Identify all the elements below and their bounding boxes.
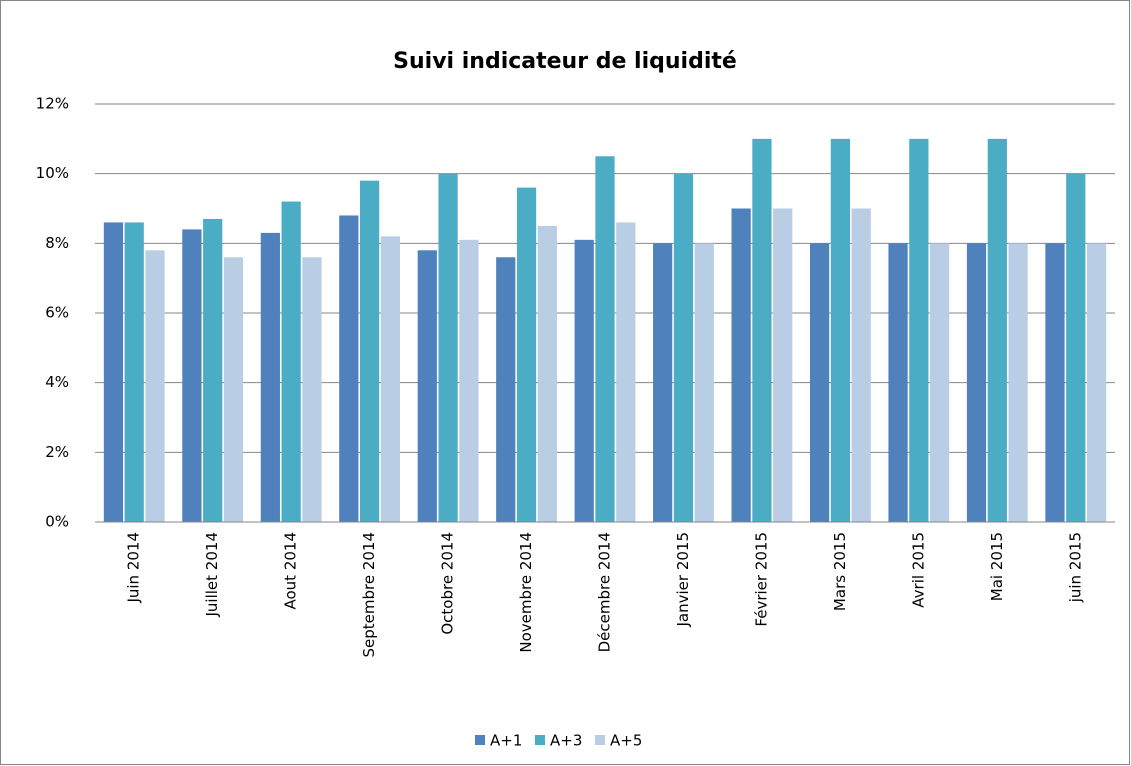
bar <box>360 180 380 522</box>
legend-swatch <box>535 735 545 745</box>
y-tick-label: 8% <box>45 234 69 252</box>
bar <box>773 208 793 522</box>
y-tick-label: 6% <box>45 304 69 322</box>
bar <box>1066 173 1086 522</box>
x-tick-label: juin 2015 <box>1066 532 1084 603</box>
bar <box>830 138 850 523</box>
bar <box>616 222 636 522</box>
y-tick-label: 4% <box>45 373 69 391</box>
legend-label: A+5 <box>610 732 642 750</box>
bar <box>574 239 594 522</box>
x-tick-label: Septembre 2014 <box>360 532 378 658</box>
bar <box>260 232 280 522</box>
bar <box>909 138 929 523</box>
bar <box>182 229 202 522</box>
bar <box>1086 243 1107 523</box>
y-tick-label: 12% <box>36 95 69 113</box>
x-tick-label: Novembre 2014 <box>517 532 535 653</box>
x-tick-label: Juin 2014 <box>125 532 143 604</box>
bar <box>145 250 165 523</box>
chart-title: Suivi indicateur de liquidité <box>393 49 737 74</box>
bar <box>438 173 458 522</box>
bar <box>930 243 950 523</box>
bar <box>496 257 516 522</box>
y-tick-label: 0% <box>45 513 69 531</box>
bar <box>516 187 537 522</box>
x-tick-label: Avril 2015 <box>909 532 927 608</box>
x-tick-label: Juillet 2014 <box>203 532 221 618</box>
bar <box>595 156 615 522</box>
bar <box>694 243 714 523</box>
bar <box>1045 243 1065 523</box>
legend-label: A+3 <box>550 732 582 750</box>
bar <box>1008 243 1028 523</box>
bar <box>966 243 987 523</box>
bar <box>380 236 401 522</box>
bar <box>809 243 830 523</box>
bar <box>731 208 751 522</box>
bar <box>752 138 772 523</box>
x-tick-label: Janvier 2015 <box>674 532 692 628</box>
bar <box>537 225 557 522</box>
x-tick-label: Octobre 2014 <box>439 532 457 635</box>
bar <box>851 208 871 522</box>
bar <box>281 201 301 523</box>
bar <box>987 138 1007 523</box>
x-tick-label: Décembre 2014 <box>596 532 614 652</box>
bar <box>203 218 223 522</box>
legend-swatch <box>475 735 485 745</box>
y-tick-label: 2% <box>45 443 69 461</box>
bar <box>124 222 144 522</box>
legend-label: A+1 <box>490 732 522 750</box>
bar <box>223 257 244 522</box>
bar <box>103 222 124 522</box>
x-tick-label: Mai 2015 <box>988 532 1006 601</box>
bar <box>653 243 673 523</box>
x-tick-label: Aout 2014 <box>282 532 300 610</box>
bar <box>888 243 908 523</box>
legend-swatch <box>595 735 605 745</box>
x-tick-label: Février 2015 <box>752 532 770 627</box>
bar <box>339 215 359 522</box>
bar <box>459 239 479 522</box>
bar <box>417 250 437 523</box>
bar <box>673 173 694 522</box>
bar <box>302 257 322 522</box>
x-tick-label: Mars 2015 <box>831 532 849 611</box>
y-tick-label: 10% <box>36 164 69 182</box>
